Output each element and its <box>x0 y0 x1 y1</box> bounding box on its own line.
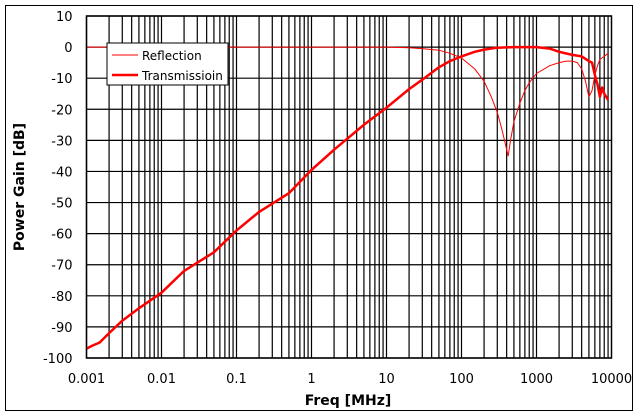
y-tick-label: -90 <box>51 321 72 336</box>
x-tick-label: 10 <box>378 372 395 387</box>
x-tick-label: 10000 <box>591 372 632 387</box>
y-axis-label: Power Gain [dB] <box>12 123 28 251</box>
x-axis-label: Freq [MHz] <box>305 393 392 409</box>
y-tick-label: -10 <box>51 72 72 87</box>
y-tick-label: -80 <box>51 290 72 305</box>
y-tick-label: -50 <box>51 197 72 212</box>
plot-area <box>85 15 613 359</box>
series-line-reflection <box>86 46 609 157</box>
legend-label-reflection: Reflection <box>142 49 202 63</box>
y-axis-ticks: 10 0 -10 -20 -30 -40 -50 -60 -70 -80 -90 -100 <box>43 10 73 367</box>
x-tick-label: 1 <box>307 372 315 387</box>
y-tick-label: 10 <box>56 10 73 25</box>
y-tick-label: 0 <box>64 41 72 56</box>
x-tick-label: 0.01 <box>147 372 176 387</box>
series-lines <box>85 45 610 350</box>
y-tick-label: -30 <box>51 134 72 149</box>
x-tick-label: 100 <box>449 372 474 387</box>
x-axis-ticks: 0.001 0.01 0.1 1 10 100 1000 10000 <box>68 372 632 387</box>
y-tick-label: -20 <box>51 103 72 118</box>
y-tick-label: -60 <box>51 228 72 243</box>
legend: Reflection Transmissioin <box>106 42 229 86</box>
y-tick-label: -100 <box>43 352 73 367</box>
y-tick-label: -40 <box>51 165 72 180</box>
x-tick-label: 1000 <box>520 372 553 387</box>
legend-label-transmission: Transmissioin <box>141 69 223 83</box>
x-tick-label: 0.1 <box>226 372 247 387</box>
series-line-transmissioin <box>85 45 610 350</box>
x-tick-label: 0.001 <box>68 372 105 387</box>
y-tick-label: -70 <box>51 259 72 274</box>
chart-frame <box>5 5 633 411</box>
